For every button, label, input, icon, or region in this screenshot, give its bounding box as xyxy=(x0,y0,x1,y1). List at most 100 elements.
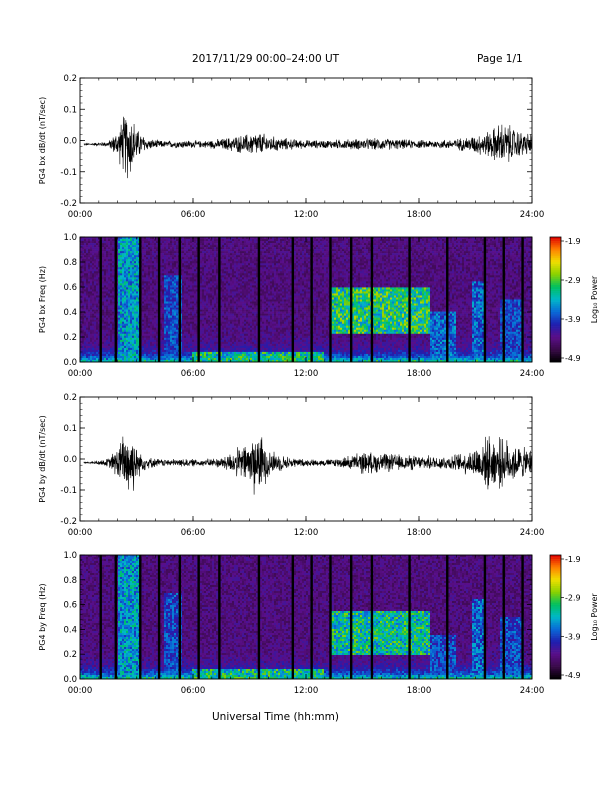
spectrogram-cell xyxy=(108,263,111,266)
spectrogram-cell xyxy=(174,285,177,288)
spectrogram-cell xyxy=(162,309,165,312)
spectrogram-cell xyxy=(94,323,97,327)
spectrogram-cell xyxy=(206,245,209,248)
spectrogram-cell xyxy=(170,279,173,282)
spectrogram-cell xyxy=(232,277,235,280)
spectrogram-cell xyxy=(146,321,149,324)
spectrogram-cell xyxy=(120,301,123,304)
spectrogram-cell xyxy=(126,353,129,357)
spectrogram-cell xyxy=(186,263,189,266)
spectrogram-cell xyxy=(216,309,219,312)
spectrogram-cell xyxy=(104,243,107,246)
spectrogram-cell xyxy=(110,353,113,357)
spectrogram-cell xyxy=(122,273,125,276)
spectrogram-cell xyxy=(134,305,137,308)
spectrogram-cell xyxy=(112,309,115,312)
spectrogram-cell xyxy=(180,249,183,252)
spectrogram-cell xyxy=(186,331,189,335)
spectrogram-cell xyxy=(112,347,115,351)
spectrogram-cell xyxy=(136,291,139,294)
spectrogram-cell xyxy=(96,305,99,308)
spectrogram-cell xyxy=(108,303,111,306)
spectrogram-cell xyxy=(88,329,91,333)
spectrogram-cell xyxy=(110,313,113,316)
spectrogram-cell xyxy=(206,355,209,359)
spectrogram-cell xyxy=(136,243,139,246)
spectrogram-cell xyxy=(110,343,113,347)
spectrogram-cell xyxy=(132,311,135,314)
spectrogram-cell xyxy=(150,245,153,248)
spectrogram-cell xyxy=(96,351,99,355)
spectrogram-cell xyxy=(210,329,213,333)
spectrogram-cell xyxy=(126,275,129,278)
spectrogram-cell xyxy=(146,351,149,355)
spectrogram-cell xyxy=(120,293,123,296)
spectrogram-cell xyxy=(202,285,205,288)
spectrogram-cell xyxy=(202,307,205,310)
spectrogram-cell xyxy=(162,345,165,349)
spectrogram-cell xyxy=(104,343,107,347)
spectrogram-cell xyxy=(130,339,133,343)
spectrogram-cell xyxy=(170,349,173,353)
spectrogram-cell xyxy=(144,295,147,298)
spectrogram-cell xyxy=(130,289,133,292)
spectrogram-cell xyxy=(212,277,215,280)
spectrogram-cell xyxy=(104,249,107,252)
spectrogram-cell xyxy=(96,283,99,286)
spectrogram-cell xyxy=(164,337,167,341)
spectrogram-cell xyxy=(230,263,233,266)
spectrogram-cell xyxy=(164,343,167,347)
spectrogram-cell xyxy=(210,315,213,318)
spectrogram-cell xyxy=(228,355,231,359)
spectrogram-cell xyxy=(144,307,147,310)
spectrogram-cell xyxy=(120,241,123,244)
spectrogram-cell xyxy=(126,249,129,252)
spectrogram-cell xyxy=(224,307,227,310)
spectrogram-cell xyxy=(98,281,101,284)
spectrogram-cell xyxy=(106,265,109,268)
spectrogram-cell xyxy=(106,359,109,363)
spectrogram-cell xyxy=(128,321,131,324)
spectrogram-cell xyxy=(82,303,85,306)
spectrogram-cell xyxy=(84,261,87,264)
spectrogram-cell xyxy=(154,241,157,244)
spectrogram-cell xyxy=(166,299,169,302)
spectrogram-cell xyxy=(80,271,83,274)
spectrogram-cell xyxy=(112,315,115,318)
spectrogram-cell xyxy=(90,311,93,314)
spectrogram-cell xyxy=(220,329,223,333)
spectrogram-cell xyxy=(96,245,99,248)
spectrogram-cell xyxy=(226,315,229,318)
spectrogram-cell xyxy=(224,317,227,320)
spectrogram-cell xyxy=(152,315,155,318)
spectrogram-cell xyxy=(148,355,151,359)
spectrogram-cell xyxy=(96,269,99,272)
spectrogram-cell xyxy=(134,287,137,290)
spectrogram-cell xyxy=(132,259,135,262)
spectrogram-cell xyxy=(82,277,85,280)
spectrogram-cell xyxy=(124,355,127,359)
spectrogram-cell xyxy=(160,355,163,359)
spectrogram-cell xyxy=(180,317,183,320)
spectrogram-cell xyxy=(120,327,123,331)
spectrogram-cell xyxy=(216,257,219,260)
spectrogram-cell xyxy=(120,339,123,343)
spectrogram-cell xyxy=(126,355,129,359)
spectrogram-cell xyxy=(210,287,213,290)
spectrogram-cell xyxy=(92,315,95,318)
spectrogram-cell xyxy=(176,279,179,282)
spectrogram-cell xyxy=(148,319,151,322)
spectrogram-cell xyxy=(202,333,205,337)
spectrogram-cell xyxy=(212,297,215,300)
spectrogram-cell xyxy=(164,287,167,290)
spectrogram-cell xyxy=(232,295,235,298)
spectrogram-cell xyxy=(98,341,101,345)
spectrogram-cell xyxy=(176,309,179,312)
spectrogram-cell xyxy=(98,247,101,250)
spectrogram-cell xyxy=(108,351,111,355)
spectrogram-cell xyxy=(196,357,199,361)
spectrogram-cell xyxy=(236,287,239,290)
spectrogram-cell xyxy=(120,269,123,272)
spectrogram-cell xyxy=(184,333,187,337)
spectrogram-cell xyxy=(112,265,115,268)
